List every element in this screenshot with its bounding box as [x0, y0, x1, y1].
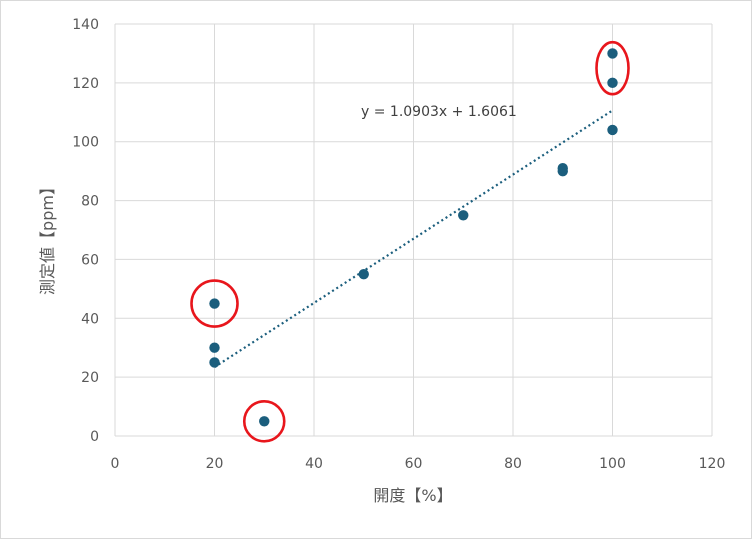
y-tick-label: 120 — [72, 76, 99, 92]
data-point — [458, 210, 469, 221]
data-point — [607, 124, 618, 136]
highlight-circles — [190, 40, 630, 443]
tick-labels: 0 20 40 60 80 100 120 140 0 20 40 60 80 100 120 — [72, 17, 725, 472]
y-tick-label: 60 — [81, 252, 99, 268]
grid-lines — [114, 23, 713, 437]
data-point — [209, 298, 220, 309]
x-axis-title: 開度【%】 — [373, 486, 452, 505]
x-tick-label: 0 — [111, 456, 120, 472]
data-point — [607, 77, 618, 89]
highlight-circle — [242, 399, 286, 443]
y-tick-label: 80 — [81, 194, 99, 210]
data-point — [209, 342, 220, 353]
x-tick-label: 40 — [305, 456, 323, 472]
x-tick-label: 80 — [504, 456, 522, 472]
data-point — [209, 357, 220, 368]
y-tick-label: 0 — [90, 429, 99, 445]
highlight-circle — [595, 40, 630, 96]
data-point — [358, 268, 369, 280]
y-tick-label: 20 — [81, 370, 99, 386]
data-points — [209, 48, 618, 427]
data-point — [607, 48, 618, 59]
highlight-circle — [190, 279, 239, 328]
trendline-equation: y = 1.0903x + 1.6061 — [361, 104, 517, 120]
data-point — [259, 416, 270, 427]
y-axis-title: 測定値【ppm】 — [38, 179, 57, 295]
y-tick-label: 100 — [72, 135, 99, 151]
x-tick-label: 20 — [206, 456, 224, 472]
trendline — [213, 109, 614, 369]
x-tick-label: 60 — [405, 456, 423, 472]
data-point — [557, 165, 568, 177]
x-tick-label: 100 — [599, 456, 626, 472]
x-tick-label: 120 — [699, 456, 726, 472]
y-tick-label: 40 — [81, 311, 99, 327]
y-tick-label: 140 — [72, 17, 99, 33]
trendline-group — [213, 109, 614, 369]
